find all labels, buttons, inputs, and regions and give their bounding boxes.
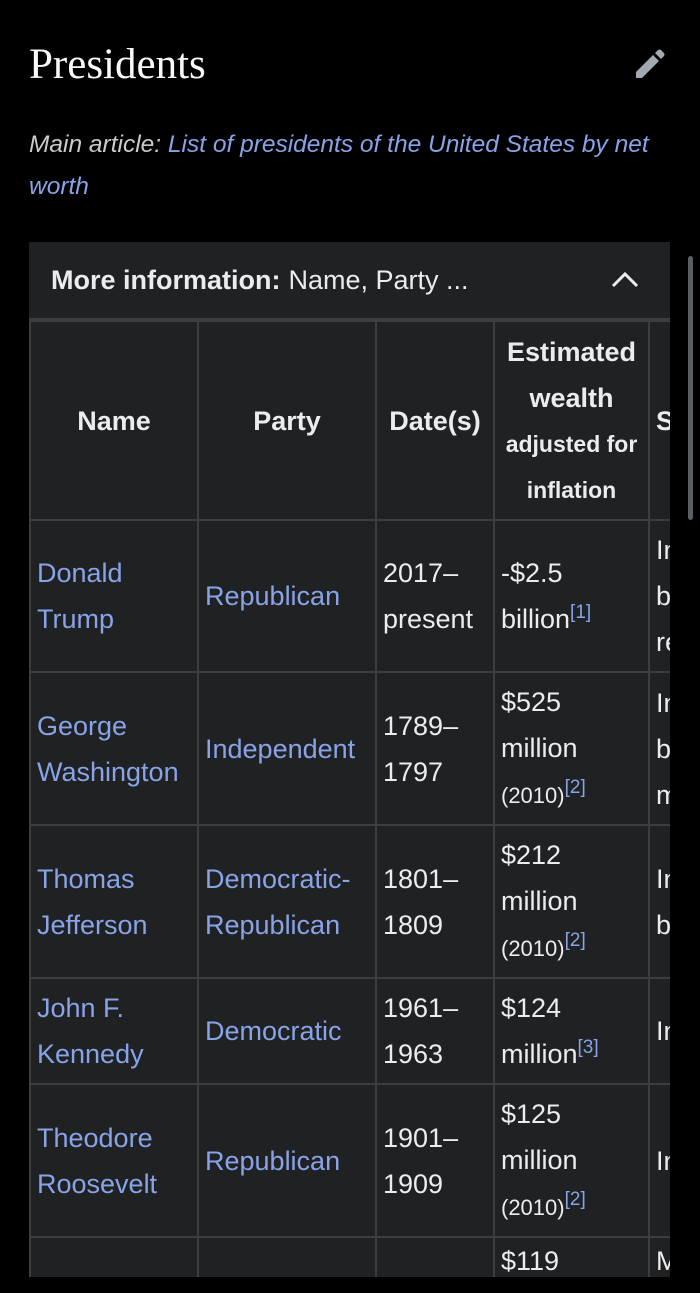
party-cell xyxy=(197,1236,377,1277)
hatnote-link[interactable]: List of presidents of the United States … xyxy=(29,131,649,200)
wealth-cell: $119 xyxy=(493,1236,650,1277)
wealth-year: (2010) xyxy=(501,935,565,961)
wealth: $125 million xyxy=(501,1098,578,1175)
table-row: $119 M xyxy=(29,1236,670,1277)
header-wealth-sub: adjusted for inflation xyxy=(505,430,638,503)
extra-cell: In xyxy=(648,1083,670,1238)
toggle-label: More information: xyxy=(51,264,281,295)
extra-fragment: In xyxy=(656,687,670,718)
header-wealth: Estimated wealth adjusted for inflation xyxy=(493,320,650,521)
extra-fragment: In xyxy=(656,535,670,565)
party-link[interactable]: Republican xyxy=(205,1145,341,1176)
reference[interactable]: [2] xyxy=(564,776,586,798)
party-cell: Democratic-Republican xyxy=(197,824,377,979)
president-link[interactable]: George Washington xyxy=(37,710,179,787)
party-cell: Democratic xyxy=(197,977,377,1085)
name-cell xyxy=(29,1236,199,1277)
president-link[interactable]: Thomas Jefferson xyxy=(37,863,148,940)
header-dates: Date(s) xyxy=(375,320,495,521)
header-wealth-main: Estimated wealth xyxy=(506,336,637,413)
header-name: Name xyxy=(29,320,199,521)
name-cell: Thomas Jefferson xyxy=(29,824,199,979)
reference[interactable]: [2] xyxy=(564,1188,586,1210)
hatnote-label: Main article: xyxy=(29,131,162,158)
section-title: Presidents xyxy=(29,41,206,88)
extra-cell: In b re xyxy=(648,519,670,673)
collapsible-table: More information: Name, Party ... Name Pa… xyxy=(29,242,670,1277)
dates: 1801–1809 xyxy=(383,863,459,940)
wealth-cell: $124 million[3] xyxy=(493,977,650,1085)
dates: 1901–1909 xyxy=(383,1122,459,1199)
header-extra: S xyxy=(648,320,670,521)
party-cell: Republican xyxy=(197,519,377,673)
president-link[interactable]: Theodore Roosevelt xyxy=(37,1122,158,1199)
president-link[interactable]: Donald Trump xyxy=(37,558,123,634)
header-party: Party xyxy=(197,320,377,521)
party-link[interactable]: Democratic xyxy=(205,1016,342,1046)
wealth: $124 million xyxy=(501,993,578,1069)
reference[interactable]: [1] xyxy=(570,602,592,623)
extra-fragment: re xyxy=(656,627,670,657)
wealth-year: (2010) xyxy=(501,1194,565,1220)
dates: 1789–1797 xyxy=(383,710,459,787)
extra-fragment: m xyxy=(656,772,670,818)
wealth: $212 million xyxy=(501,839,578,916)
name-cell: George Washington xyxy=(29,671,199,826)
wealth-table: Name Party Date(s) Estimated wealth adjusted… xyxy=(29,320,670,1277)
extra-fragment: M xyxy=(656,1239,670,1277)
dates-cell: 2017–present xyxy=(375,519,495,673)
dates: 1961–1963 xyxy=(383,993,459,1069)
name-cell: Donald Trump xyxy=(29,519,199,673)
chevron-up xyxy=(611,271,639,288)
dates-cell: 1801–1809 xyxy=(375,824,495,979)
party-cell: Independent xyxy=(197,671,377,826)
reference[interactable]: [2] xyxy=(564,929,586,951)
extra-fragment: b xyxy=(656,581,670,611)
extra-fragment: b xyxy=(656,909,670,940)
edit-icon[interactable] xyxy=(632,46,668,82)
wealth-cell: $525 million (2010)[2] xyxy=(493,671,650,826)
wealth: $525 million xyxy=(501,686,578,763)
party-link[interactable]: Independent xyxy=(205,733,356,764)
toggle-text: Name, Party ... xyxy=(288,264,469,295)
table-row: Theodore Roosevelt Republican 1901–1909 $12… xyxy=(29,1083,670,1238)
wealth-cell: -$2.5 billion[1] xyxy=(493,519,650,673)
table-row: John F. Kennedy Democratic 1961–1963 $124 m… xyxy=(29,977,670,1085)
wealth: -$2.5 billion xyxy=(501,558,571,634)
extra-cell: In xyxy=(648,977,670,1085)
extra-cell: In bm xyxy=(648,671,670,826)
dates-cell: 1961–1963 xyxy=(375,977,495,1085)
hatnote: Main article: List of presidents of the … xyxy=(29,124,669,208)
dates-cell xyxy=(375,1236,495,1277)
table-row: Thomas Jefferson Democratic-Republican 180… xyxy=(29,824,670,979)
table-row: George Washington Independent 1789–1797 $52… xyxy=(29,671,670,826)
name-cell: John F. Kennedy xyxy=(29,977,199,1085)
scrollbar xyxy=(688,256,693,520)
extra-cell: In b xyxy=(648,824,670,979)
wealth-cell: $212 million (2010)[2] xyxy=(493,824,650,979)
dates-cell: 1901–1909 xyxy=(375,1083,495,1238)
president-link[interactable]: John F. Kennedy xyxy=(37,993,144,1069)
dates-cell: 1789–1797 xyxy=(375,671,495,826)
name-cell: Theodore Roosevelt xyxy=(29,1083,199,1238)
extra-fragment: b xyxy=(656,733,670,764)
dates: 2017–present xyxy=(383,558,474,634)
extra-cell: M xyxy=(648,1236,670,1277)
table-row: Donald Trump Republican 2017–present -$2.5 … xyxy=(29,519,670,673)
extra-fragment: In xyxy=(656,1016,670,1046)
extra-fragment: In xyxy=(656,1145,670,1176)
extra-fragment: In xyxy=(656,863,670,894)
party-link[interactable]: Democratic-Republican xyxy=(205,863,351,940)
wealth-year: (2010) xyxy=(501,782,565,808)
wealth: $119 xyxy=(501,1246,560,1276)
party-cell: Republican xyxy=(197,1083,377,1238)
wealth-cell: $125 million (2010)[2] xyxy=(493,1083,650,1238)
party-link[interactable]: Republican xyxy=(205,581,341,611)
reference[interactable]: [3] xyxy=(577,1037,599,1058)
table-toggle[interactable]: More information: Name, Party ... xyxy=(29,242,670,320)
